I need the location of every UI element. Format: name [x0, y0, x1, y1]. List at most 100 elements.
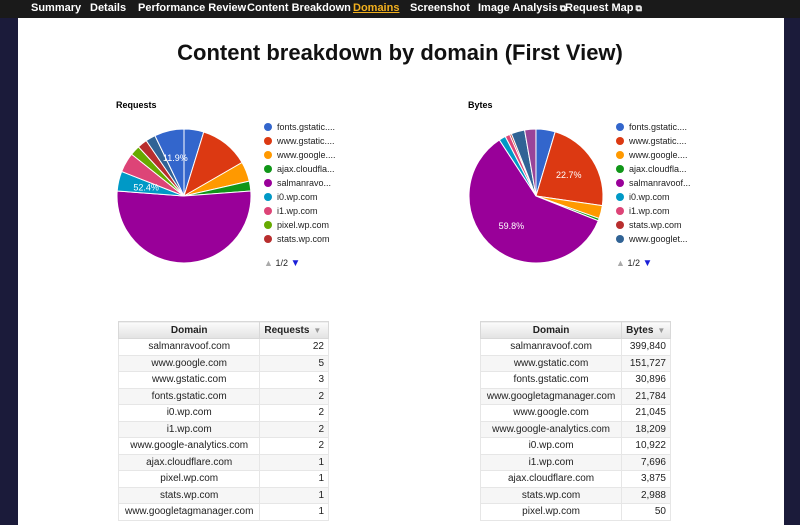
tab-image-analysis[interactable]: Image Analysis ⧉: [478, 2, 566, 14]
legend-label: stats.wp.com: [277, 234, 330, 244]
value-cell: 151,727: [621, 354, 671, 372]
tab-image-analysis-label: Image Analysis: [478, 2, 558, 14]
legend-swatch: [616, 207, 624, 215]
domain-cell: salmanravoof.com: [479, 338, 623, 356]
table-row: i1.wp.com 2: [117, 420, 329, 438]
value-cell: 21,784: [621, 387, 671, 405]
legend-swatch: [264, 137, 272, 145]
pie-slice[interactable]: [154, 128, 185, 197]
pie-data-label: 52.4%: [133, 182, 159, 192]
legend-swatch: [264, 221, 272, 229]
legend-label: pixel.wp.com: [277, 220, 330, 230]
value-cell: 50: [621, 503, 671, 521]
table-row: salmanravoof.com 399,840: [479, 338, 671, 356]
requests-legend: fonts.gstatic.... www.gstatic.... www.goog…: [264, 122, 364, 247]
table-row: i0.wp.com 2: [117, 404, 329, 422]
legend-swatch: [264, 207, 272, 215]
domain-cell: pixel.wp.com: [117, 470, 261, 488]
domain-cell: pixel.wp.com: [479, 503, 623, 521]
legend-label: salmanravo...: [277, 178, 332, 188]
table-row: ajax.cloudflare.com 3,875: [479, 470, 671, 488]
table-row: pixel.wp.com 1: [117, 470, 329, 488]
domain-cell: ajax.cloudflare.com: [479, 470, 623, 488]
value-cell: 22: [259, 338, 329, 356]
value-cell: 1: [259, 503, 329, 521]
pager-next-icon[interactable]: ▼: [290, 258, 301, 269]
requests-column-label: Requests: [264, 324, 310, 336]
legend-swatch: [264, 165, 272, 173]
domain-cell: stats.wp.com: [117, 486, 261, 504]
tab-summary[interactable]: Summary: [31, 2, 82, 14]
table-row: www.googletagmanager.com 21,784: [479, 387, 671, 405]
legend-label: i1.wp.com: [629, 206, 670, 216]
domain-cell: www.gstatic.com: [479, 354, 623, 372]
legend-label: salmanravoof...: [629, 178, 691, 188]
domain-cell: fonts.gstatic.com: [479, 371, 623, 389]
legend-swatch: [264, 179, 272, 187]
pie-slice[interactable]: [535, 131, 604, 207]
legend-swatch: [264, 235, 272, 243]
table-row: www.google-analytics.com 18,209: [479, 420, 671, 438]
table-row: www.gstatic.com 151,727: [479, 354, 671, 372]
tab-domains[interactable]: Domains: [353, 2, 400, 14]
domain-cell: www.google.com: [479, 404, 623, 422]
external-link-icon: ⧉: [635, 3, 642, 13]
tab-request-map-label: Request Map: [565, 2, 634, 14]
pie-slice[interactable]: [468, 139, 599, 264]
tab-details[interactable]: Details: [90, 2, 127, 14]
legend-swatch: [616, 123, 624, 131]
pie-slice[interactable]: [116, 190, 252, 264]
domain-cell: salmanravoof.com: [117, 338, 261, 356]
value-cell: 10,922: [621, 437, 671, 455]
pager-prev-icon[interactable]: ▲: [616, 258, 625, 268]
table-row: www.google.com 5: [117, 354, 329, 372]
sort-desc-icon: ▼: [313, 325, 322, 335]
legend-label: i1.wp.com: [277, 206, 318, 216]
domain-column-header[interactable]: Domain: [117, 321, 261, 339]
requests-chart-title: Requests: [116, 100, 157, 110]
pager-prev-icon[interactable]: ▲: [264, 258, 273, 268]
value-cell: 1: [259, 486, 329, 504]
domain-cell: www.gstatic.com: [117, 371, 261, 389]
bytes-chart-title: Bytes: [468, 100, 493, 110]
domain-cell: stats.wp.com: [479, 486, 623, 504]
table-row: www.google.com 21,045: [479, 404, 671, 422]
pager-next-icon[interactable]: ▼: [642, 258, 653, 269]
tab-performance-review[interactable]: Performance Review: [138, 2, 247, 14]
bytes-column-header[interactable]: Bytes ▼: [621, 321, 671, 339]
legend-label: fonts.gstatic....: [277, 122, 336, 132]
domain-cell: i1.wp.com: [117, 420, 261, 438]
legend-label: www.gstatic....: [629, 136, 687, 146]
external-link-icon: ⧉: [559, 3, 567, 13]
legend-swatch: [264, 151, 272, 159]
table-row: pixel.wp.com 50: [479, 503, 671, 521]
table-row: www.gstatic.com 3: [117, 371, 329, 389]
legend-swatch: [616, 235, 624, 243]
value-cell: 7,696: [621, 453, 671, 471]
legend-swatch: [264, 193, 272, 201]
requests-column-header[interactable]: Requests ▼: [259, 321, 329, 339]
domain-cell: i0.wp.com: [479, 437, 623, 455]
legend-label: ajax.cloudfla...: [277, 164, 335, 174]
legend-swatch: [264, 123, 272, 131]
top-nav: Summary Details Performance Review Conte…: [0, 0, 800, 18]
legend-label: www.gstatic....: [277, 136, 335, 146]
domain-cell: www.google-analytics.com: [117, 437, 261, 455]
tab-content-breakdown[interactable]: Content Breakdown: [247, 2, 351, 14]
legend-swatch: [616, 165, 624, 173]
tab-request-map[interactable]: Request Map ⧉: [565, 2, 642, 14]
pager-label: 1/2: [275, 258, 288, 268]
pie-data-label: 22.7%: [556, 170, 582, 180]
legend-swatch: [616, 193, 624, 201]
tab-screenshot[interactable]: Screenshot: [410, 2, 470, 14]
value-cell: 2: [259, 404, 329, 422]
domain-cell: i1.wp.com: [479, 453, 623, 471]
domain-cell: www.googletagmanager.com: [117, 503, 261, 521]
table-row: www.google-analytics.com 2: [117, 437, 329, 455]
table-row: www.googletagmanager.com 1: [117, 503, 329, 521]
domain-column-header[interactable]: Domain: [479, 321, 623, 339]
requests-table: Domain Requests ▼ salmanravoof.com 22 www.g…: [117, 321, 329, 521]
legend-swatch: [616, 137, 624, 145]
bytes-legend-pager: ▲ 1/2 ▼: [616, 258, 652, 269]
legend-label: www.google....: [629, 150, 688, 160]
